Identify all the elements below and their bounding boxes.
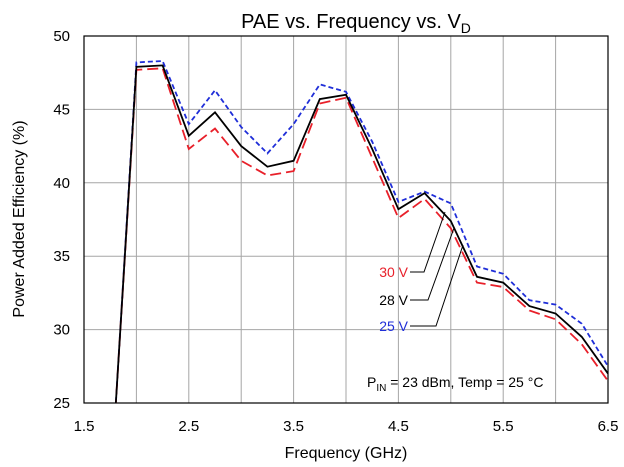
- leader-line-30v: [410, 211, 446, 273]
- plot-frame: [83, 35, 609, 404]
- series-labels: 30 V 28 V 25 V: [379, 211, 464, 334]
- series-label-28v: 28 V: [379, 292, 408, 308]
- conditions-pin: P: [367, 374, 376, 390]
- series-label-30v: 30 V: [379, 264, 408, 280]
- grid-lines: [84, 36, 608, 403]
- y-tick-label: 35: [53, 248, 70, 265]
- y-axis-title: Power Added Efficiency (%): [11, 120, 28, 317]
- conditions-pin-sub: IN: [376, 383, 386, 394]
- y-tick-label: 45: [53, 101, 70, 118]
- y-tick-labels: 25 30 35 40 45 50: [53, 28, 70, 412]
- chart-title: PAE vs. Frequency vs. VD: [241, 11, 471, 36]
- chart-title-main: PAE vs. Frequency vs. V: [241, 11, 461, 33]
- x-tick-label: 1.5: [74, 418, 95, 435]
- x-tick-label: 3.5: [283, 418, 304, 435]
- y-tick-label: 25: [53, 395, 70, 412]
- series-line-25v: [114, 60, 608, 403]
- series-line-30v: [114, 67, 608, 403]
- x-tick-label: 6.5: [598, 418, 619, 435]
- leader-line-25v: [410, 244, 464, 327]
- conditions-rest: = 23 dBm, Temp = 25 °C: [386, 374, 543, 390]
- x-tick-label: 2.5: [178, 418, 199, 435]
- series-lines: [114, 60, 608, 403]
- chart-title-sub: D: [461, 20, 471, 36]
- leader-line-28v: [410, 227, 455, 301]
- x-axis-title: Frequency (GHz): [285, 445, 408, 462]
- y-tick-label: 30: [53, 322, 70, 339]
- y-tick-label: 50: [53, 28, 70, 45]
- x-tick-labels: 1.5 2.5 3.5 4.5 5.5 6.5: [74, 418, 619, 435]
- y-tick-label: 40: [53, 175, 70, 192]
- series-line-28v: [114, 64, 608, 403]
- series-label-25v: 25 V: [379, 318, 408, 334]
- x-tick-label: 5.5: [493, 418, 514, 435]
- conditions-note: PIN = 23 dBm, Temp = 25 °C: [367, 374, 543, 394]
- x-tick-label: 4.5: [388, 418, 409, 435]
